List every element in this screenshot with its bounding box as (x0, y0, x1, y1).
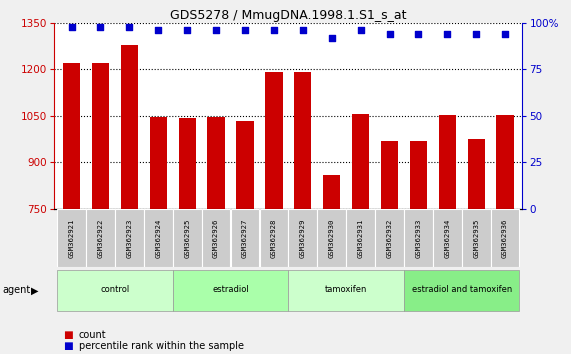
Bar (439, 115, 456, 354)
Bar (86, 210, 115, 267)
Bar (231, 210, 259, 267)
Bar (115, 210, 144, 267)
Text: count: count (79, 330, 106, 339)
Text: control: control (100, 285, 130, 294)
Text: tamoxifen: tamoxifen (325, 285, 367, 294)
Bar (202, 210, 231, 267)
Bar (496, 115, 514, 354)
Text: estradiol: estradiol (212, 285, 249, 294)
Text: GSM362925: GSM362925 (184, 218, 190, 258)
Text: GSM362933: GSM362933 (416, 218, 421, 258)
Point (96, 24, 105, 29)
Bar (468, 139, 485, 354)
Text: GSM362923: GSM362923 (126, 218, 132, 258)
Point (385, 32, 394, 37)
Bar (144, 210, 172, 267)
Bar (404, 210, 433, 267)
Text: ■: ■ (63, 341, 73, 351)
Bar (381, 141, 398, 354)
Text: ▶: ▶ (31, 285, 39, 295)
Bar (92, 63, 109, 354)
Bar (63, 63, 81, 354)
Point (443, 32, 452, 37)
Text: GSM362935: GSM362935 (473, 218, 479, 258)
Point (183, 28, 192, 33)
Bar (173, 270, 288, 311)
Text: GSM362930: GSM362930 (329, 218, 335, 258)
Bar (404, 270, 520, 311)
Point (298, 28, 307, 33)
Point (270, 28, 279, 33)
Text: GSM362927: GSM362927 (242, 218, 248, 258)
Bar (173, 210, 202, 267)
Text: percentile rank within the sample: percentile rank within the sample (79, 341, 244, 351)
Text: estradiol and tamoxifen: estradiol and tamoxifen (412, 285, 512, 294)
Bar (288, 270, 404, 311)
Bar (260, 210, 288, 267)
Text: GSM362929: GSM362929 (300, 218, 306, 258)
Text: GSM362924: GSM362924 (155, 218, 161, 258)
Text: GSM362926: GSM362926 (213, 218, 219, 258)
Text: GSM362934: GSM362934 (444, 218, 451, 258)
Text: agent: agent (3, 285, 31, 295)
Text: GSM362922: GSM362922 (98, 218, 103, 258)
Bar (375, 210, 404, 267)
Text: GSM362921: GSM362921 (69, 218, 75, 258)
Text: GSM362931: GSM362931 (357, 218, 364, 258)
Point (501, 32, 510, 37)
Bar (179, 118, 196, 354)
Bar (410, 141, 427, 354)
Bar (150, 117, 167, 354)
Point (414, 32, 423, 37)
Bar (294, 72, 311, 354)
Point (472, 32, 481, 37)
Bar (120, 45, 138, 354)
Bar (207, 118, 225, 354)
Point (356, 28, 365, 33)
Title: GDS5278 / MmugDNA.1998.1.S1_s_at: GDS5278 / MmugDNA.1998.1.S1_s_at (170, 9, 407, 22)
Bar (288, 210, 317, 267)
Point (154, 28, 163, 33)
Bar (433, 210, 462, 267)
Point (327, 35, 336, 41)
Bar (323, 175, 340, 354)
Bar (317, 210, 346, 267)
Bar (266, 72, 283, 354)
Bar (57, 210, 86, 267)
Bar (57, 270, 172, 311)
Bar (490, 210, 520, 267)
Point (67, 24, 76, 29)
Text: GSM362928: GSM362928 (271, 218, 277, 258)
Bar (236, 121, 254, 354)
Text: ■: ■ (63, 330, 73, 339)
Text: GSM362932: GSM362932 (387, 218, 392, 258)
Point (125, 24, 134, 29)
Point (240, 28, 250, 33)
Bar (352, 114, 369, 354)
Bar (462, 210, 490, 267)
Text: GSM362936: GSM362936 (502, 218, 508, 258)
Bar (346, 210, 375, 267)
Point (211, 28, 220, 33)
